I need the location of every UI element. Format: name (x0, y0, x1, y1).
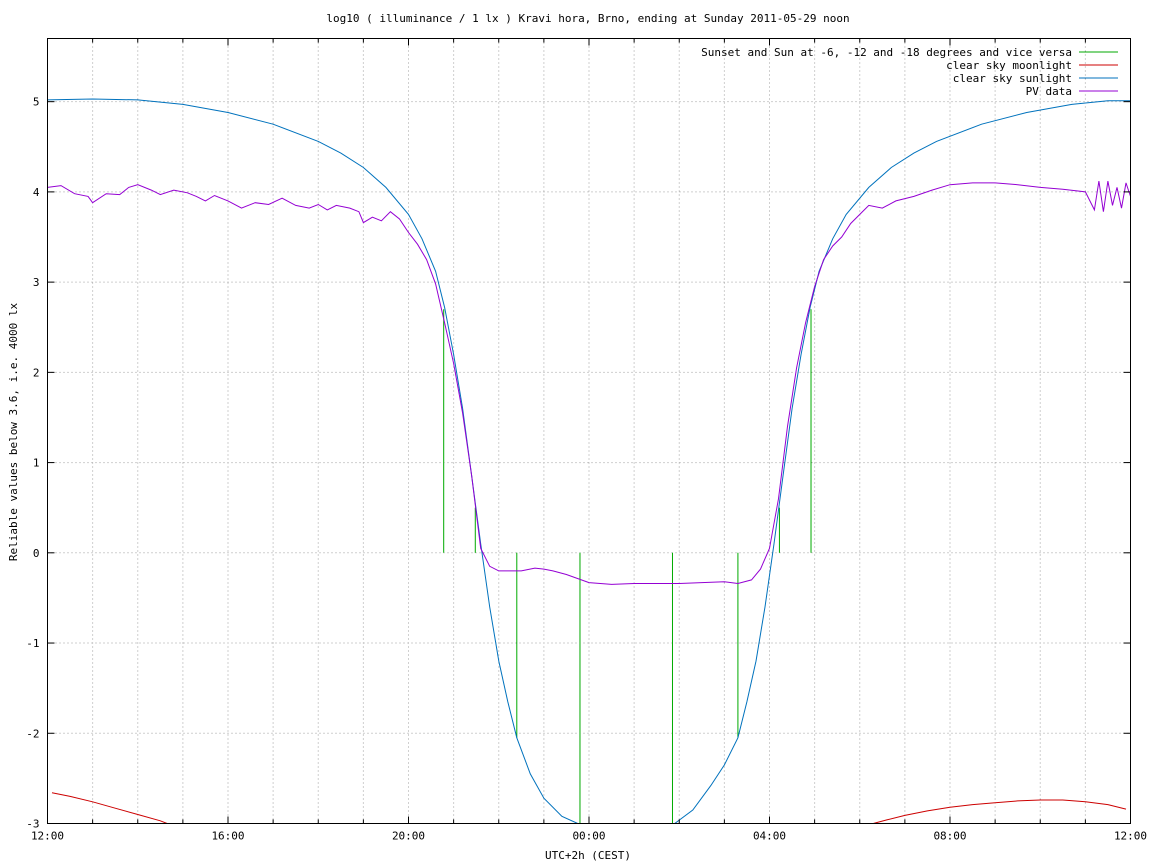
x-tick-label: 00:00 (572, 830, 605, 843)
y-tick-label: 1 (33, 457, 40, 470)
series-clip-group (47, 98, 1131, 824)
axis-ticks: -3 -2 -1 0 1 2 3 4 5 12:00 16:00 20:00 00:00 04:00 08:… (26, 38, 1147, 843)
x-tick-label: 04:00 (753, 830, 786, 843)
y-tick-label: -2 (26, 727, 39, 740)
x-axis-label: UTC+2h (CEST) (545, 849, 631, 862)
y-axis-label: Reliable values below 3.6, i.e. 4000 lx (7, 302, 20, 561)
y-tick-label: -3 (26, 818, 39, 831)
y-tick-label: 3 (33, 276, 40, 289)
legend-label: PV data (1026, 85, 1072, 98)
pv-data-line (47, 181, 1131, 585)
legend-label: clear sky moonlight (946, 59, 1072, 72)
series-area (47, 98, 1131, 824)
x-tick-label: 16:00 (211, 830, 244, 843)
y-tick-label: 4 (33, 186, 40, 199)
y-tick-label: 2 (33, 366, 40, 379)
x-tick-label: 12:00 (1114, 830, 1147, 843)
y-tick-label: -1 (26, 637, 39, 650)
x-tick-label: 08:00 (933, 830, 966, 843)
grid (47, 38, 1131, 824)
legend: Sunset and Sun at -6, -12 and -18 degree… (701, 46, 1118, 98)
legend-label: Sunset and Sun at -6, -12 and -18 degree… (701, 46, 1072, 59)
legend-label: clear sky sunlight (953, 72, 1072, 85)
y-tick-label: 0 (33, 547, 40, 560)
x-tick-label: 20:00 (392, 830, 425, 843)
clear-sky-sunlight-line (47, 98, 1131, 824)
clear-sky-moonlight-line (51, 792, 1127, 824)
y-tick-label: 5 (33, 96, 40, 109)
chart-title: log10 ( illuminance / 1 lx ) Kravi hora,… (326, 12, 849, 25)
x-tick-label: 12:00 (31, 830, 64, 843)
